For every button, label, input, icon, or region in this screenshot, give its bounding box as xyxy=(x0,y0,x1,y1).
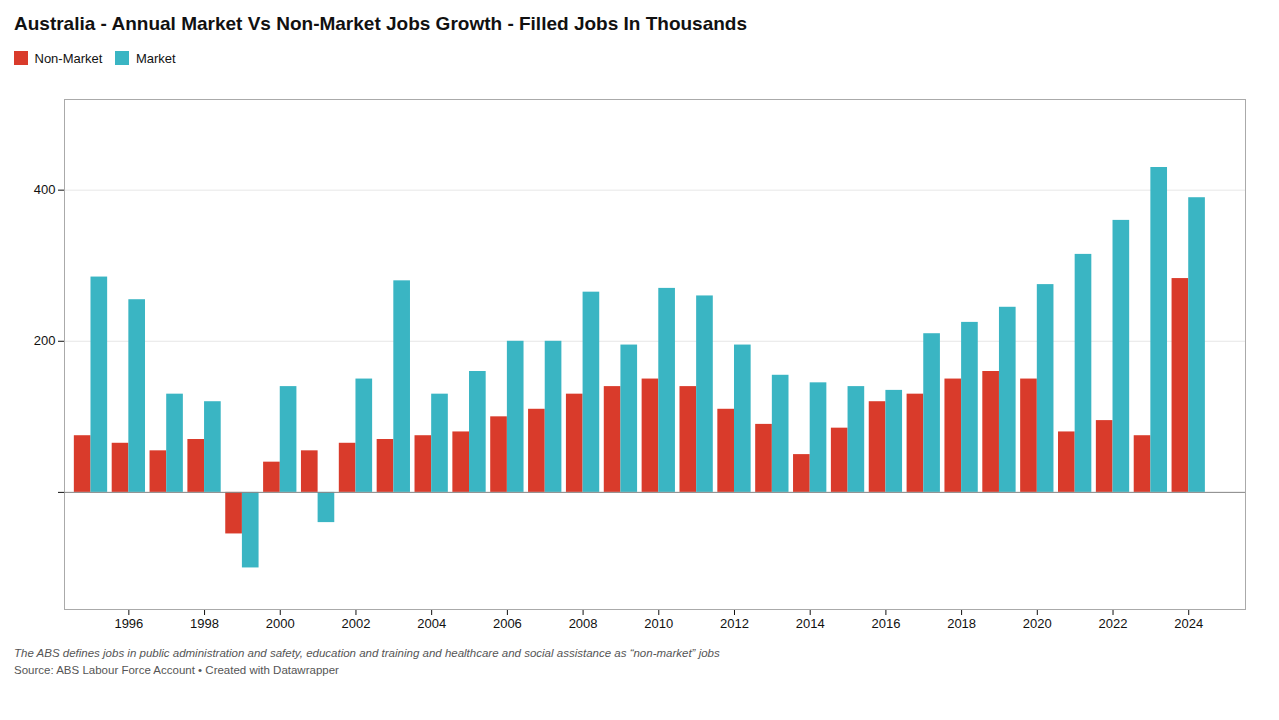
html-text:Market: Market xyxy=(135,50,176,66)
html-text:Non-Market: Non-Market xyxy=(34,50,103,66)
html-text:The ABS defines jobs in public: The ABS defines jobs in public administr… xyxy=(14,647,720,660)
svg-text:2014: 2014 xyxy=(796,616,825,631)
svg-text:200: 200 xyxy=(34,334,56,349)
html-text:Australia - Annual Market Vs N: Australia - Annual Market Vs Non-Market … xyxy=(14,13,747,34)
svg-text:2008: 2008 xyxy=(569,616,598,631)
html-text:Source: ABS Labour Force Accou: Source: ABS Labour Force Account • Creat… xyxy=(14,663,339,676)
svg-text:2012: 2012 xyxy=(720,616,749,631)
svg-text:2018: 2018 xyxy=(947,616,976,631)
svg-text:2004: 2004 xyxy=(417,616,446,631)
svg-text:2002: 2002 xyxy=(342,616,371,631)
svg-text:1998: 1998 xyxy=(190,616,219,631)
svg-text:400: 400 xyxy=(34,183,56,198)
svg-text:2010: 2010 xyxy=(644,616,673,631)
svg-text:2022: 2022 xyxy=(1099,616,1128,631)
svg-text:2020: 2020 xyxy=(1023,616,1052,631)
svg-text:1996: 1996 xyxy=(114,616,143,631)
svg-text:2000: 2000 xyxy=(266,616,295,631)
svg-text:2024: 2024 xyxy=(1174,616,1203,631)
svg-text:2006: 2006 xyxy=(493,616,522,631)
svg-text:2016: 2016 xyxy=(871,616,900,631)
